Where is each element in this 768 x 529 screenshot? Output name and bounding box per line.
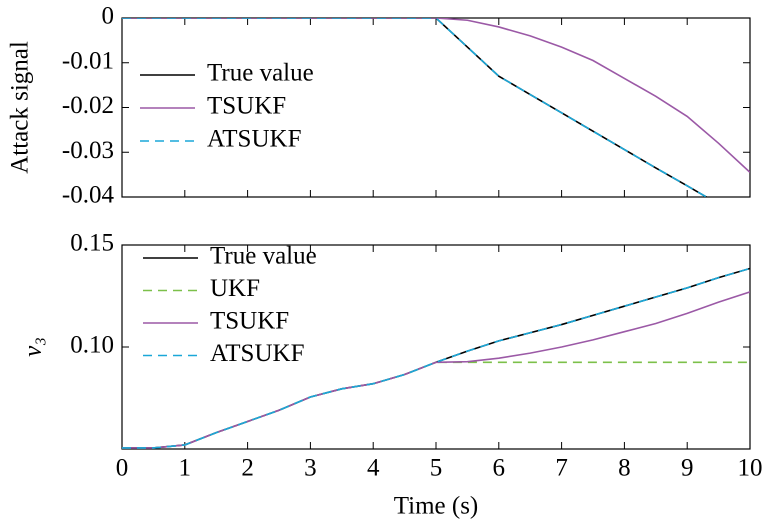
x-tick-label: 3 bbox=[304, 455, 317, 482]
legend-label: ATSUKF bbox=[210, 340, 304, 367]
legend-label: TSUKF bbox=[210, 308, 289, 335]
legend-label: True value bbox=[210, 243, 317, 270]
legend-label: True value bbox=[207, 60, 314, 87]
y-tick-label: -0.02 bbox=[62, 92, 114, 119]
y-tick-label: 0.10 bbox=[70, 332, 114, 359]
y-tick-label: 0.15 bbox=[70, 230, 114, 257]
x-tick-label: 10 bbox=[738, 455, 763, 482]
y-tick-label: -0.01 bbox=[62, 47, 114, 74]
x-tick-label: 7 bbox=[555, 455, 568, 482]
series-line bbox=[122, 267, 750, 449]
x-tick-label: 8 bbox=[618, 455, 631, 482]
x-tick-label: 9 bbox=[681, 455, 694, 482]
x-axis-label: Time (s) bbox=[394, 493, 479, 520]
x-tick-label: 4 bbox=[367, 455, 380, 482]
series-line bbox=[122, 361, 750, 449]
y-tick-label: 0 bbox=[102, 3, 115, 30]
series-line bbox=[122, 18, 750, 173]
x-tick-label: 5 bbox=[430, 455, 443, 482]
y-tick-label: -0.04 bbox=[62, 182, 115, 209]
legend-label: ATSUKF bbox=[207, 126, 301, 153]
series-line bbox=[122, 18, 708, 197]
x-tick-label: 2 bbox=[241, 455, 254, 482]
y-axis-label: Attack signal bbox=[7, 41, 34, 174]
x-tick-label: 6 bbox=[493, 455, 506, 482]
legend-label: UKF bbox=[210, 275, 260, 302]
y-axis-label: v₃ bbox=[20, 337, 47, 357]
x-tick-label: 0 bbox=[116, 455, 129, 482]
legend-label: TSUKF bbox=[207, 93, 286, 120]
y-tick-label: -0.03 bbox=[62, 137, 114, 164]
x-tick-label: 1 bbox=[179, 455, 192, 482]
